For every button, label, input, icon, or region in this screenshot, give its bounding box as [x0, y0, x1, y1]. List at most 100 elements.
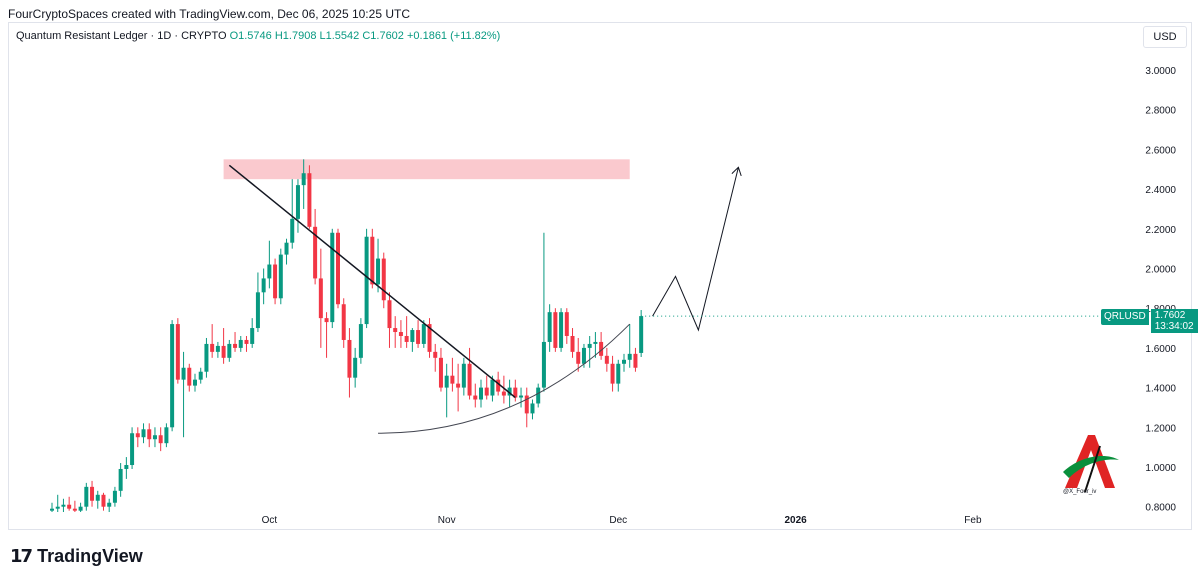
candle-body — [484, 387, 489, 396]
y-tick-label: 0.8000 — [1145, 503, 1176, 514]
y-tick-label: 2.0000 — [1145, 265, 1176, 276]
symbol-name[interactable]: Quantum Resistant Ledger · 1D · CRYPTO — [16, 30, 227, 42]
candle-body — [593, 341, 598, 344]
candle-body — [290, 218, 295, 243]
candle-body — [513, 387, 518, 398]
candle-body — [433, 351, 438, 358]
candle-body — [404, 335, 409, 342]
candle-body — [204, 343, 209, 372]
candle-body — [181, 367, 186, 380]
candle-body — [255, 292, 260, 329]
tradingview-logo-icon: 17 — [10, 546, 33, 567]
y-tick-label: 2.8000 — [1145, 106, 1176, 117]
tradingview-brand: TradingView — [37, 546, 143, 566]
candle-body — [358, 324, 363, 358]
candle-body — [301, 173, 306, 186]
currency-button[interactable]: USD — [1143, 26, 1187, 48]
legend-high: H1.7908 — [274, 30, 317, 42]
candle-body — [570, 335, 575, 352]
candle-body — [227, 343, 232, 358]
candle-body — [456, 383, 461, 388]
legend-low: L1.5542 — [319, 30, 360, 42]
candle-body — [141, 429, 146, 438]
candle-body — [210, 343, 215, 352]
candle-body — [461, 363, 466, 388]
candle-body — [444, 375, 449, 388]
resistance-zone — [223, 159, 630, 180]
candle-body — [90, 486, 95, 501]
legend-change: +0.1861 (+11.82%) — [406, 30, 501, 42]
candle-body — [221, 345, 226, 358]
y-tick-label: 2.4000 — [1145, 185, 1176, 196]
candle-body — [398, 332, 403, 336]
candle-body — [622, 359, 626, 364]
price-tag-symbol: QRLUSD — [1101, 309, 1149, 325]
candle-body — [627, 353, 632, 360]
candle-body — [490, 379, 495, 396]
price-tag-price: 1.7602 — [1154, 310, 1186, 321]
projection-arrow — [652, 167, 739, 332]
candle-body — [536, 387, 541, 404]
candle-body — [421, 324, 426, 344]
candle-body — [78, 506, 83, 511]
candle-body — [95, 494, 100, 501]
candle-body — [541, 341, 546, 388]
plot-area — [50, 159, 1100, 512]
candle-body — [187, 367, 192, 386]
candle-body — [152, 435, 157, 440]
candle-body — [55, 506, 60, 509]
chart-frame — [8, 22, 1192, 530]
x-tick-label: 2026 — [784, 515, 807, 526]
candle-body — [353, 357, 358, 378]
candle-body — [118, 468, 123, 491]
y-tick-label: 3.0000 — [1145, 66, 1176, 77]
candle-body — [273, 264, 278, 299]
candle-body — [427, 324, 432, 352]
candle-body — [130, 433, 135, 466]
candle-body — [364, 236, 369, 325]
trendline — [228, 164, 516, 399]
y-tick-label: 2.6000 — [1145, 145, 1176, 156]
candle-body — [553, 312, 558, 348]
candle-body — [410, 330, 415, 342]
candle-body — [633, 353, 638, 368]
candle-body — [107, 502, 112, 507]
candle-body — [604, 355, 609, 364]
y-tick-label: 1.6000 — [1145, 344, 1176, 355]
candle-body — [576, 351, 581, 364]
candle-body — [559, 312, 564, 348]
candle-body — [524, 395, 529, 414]
candle-body — [547, 312, 552, 342]
candle-body — [267, 264, 272, 279]
candle-body — [50, 508, 54, 511]
candle-body — [519, 395, 524, 398]
candle-body — [147, 429, 152, 440]
candle-body — [507, 387, 512, 396]
candle-body — [530, 403, 535, 414]
candle-body — [101, 494, 106, 507]
candle-body — [215, 345, 220, 352]
candle-body — [233, 343, 238, 348]
tradingview-footer[interactable]: 17 TradingView — [10, 546, 143, 567]
candle-body — [67, 504, 72, 509]
candle-body — [376, 258, 381, 285]
price-tag-countdown: 13:34:02 — [1154, 321, 1194, 332]
candle-body — [175, 324, 180, 380]
candle-body — [599, 341, 604, 356]
x-tick-label: Feb — [964, 515, 982, 526]
candle-body — [278, 254, 283, 299]
candle-body — [295, 185, 300, 219]
candle-body — [416, 330, 421, 344]
candle-body — [313, 226, 318, 279]
candle-body — [124, 465, 129, 469]
candle-body — [438, 357, 443, 388]
candle-body — [112, 490, 117, 503]
candle-body — [370, 236, 375, 285]
candle-body — [393, 328, 398, 333]
candle-body — [467, 363, 472, 396]
candle-body — [347, 339, 352, 378]
y-tick-label: 2.2000 — [1145, 225, 1176, 236]
legend-close: C1.7602 — [362, 30, 404, 42]
candle-body — [84, 486, 89, 507]
